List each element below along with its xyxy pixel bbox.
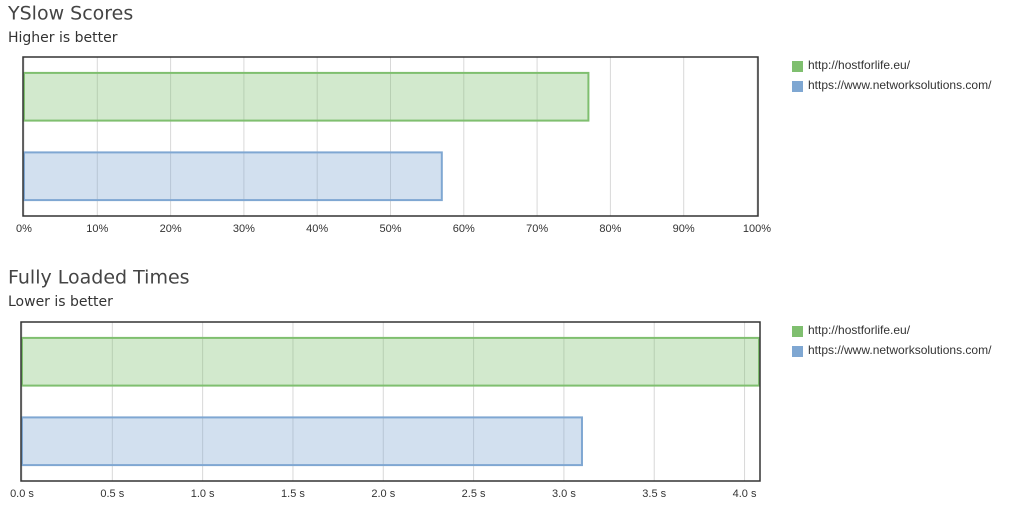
legend-label: https://www.networksolutions.com/ — [808, 78, 992, 92]
x-tick-label: 2.5 s — [462, 488, 486, 500]
x-tick-label: 3.0 s — [552, 488, 576, 500]
legend-label: http://hostforlife.eu/ — [808, 58, 911, 72]
legend-label: https://www.networksolutions.com/ — [808, 343, 992, 357]
x-tick-label: 80% — [599, 223, 621, 235]
chart-title: Fully Loaded Times — [8, 267, 190, 289]
legend-swatch — [792, 326, 803, 337]
x-tick-label: 40% — [306, 223, 328, 235]
x-tick-label: 0.5 s — [100, 488, 124, 500]
x-tick-label: 10% — [86, 223, 108, 235]
x-tick-label: 90% — [673, 223, 695, 235]
legend-swatch — [792, 61, 803, 72]
x-tick-label: 30% — [233, 223, 255, 235]
x-tick-label: 1.5 s — [281, 488, 305, 500]
legend-label: http://hostforlife.eu/ — [808, 323, 911, 337]
bar — [23, 71, 590, 122]
x-tick-label: 3.5 s — [642, 488, 666, 500]
bar — [21, 336, 760, 387]
legend-swatch — [792, 81, 803, 92]
plot-frame — [20, 321, 761, 482]
x-tick-label: 1.0 s — [191, 488, 215, 500]
x-tick-label: 60% — [453, 223, 475, 235]
x-tick-label: 20% — [160, 223, 182, 235]
x-tick-label: 2.0 s — [371, 488, 395, 500]
x-tick-label: 100% — [743, 223, 771, 235]
x-tick-label: 50% — [379, 223, 401, 235]
x-tick-label: 4.0 s — [733, 488, 757, 500]
x-tick-label: 70% — [526, 223, 548, 235]
chart-subtitle: Lower is better — [8, 294, 113, 310]
bar — [21, 416, 583, 467]
x-tick-label: 0.0 s — [10, 488, 34, 500]
x-tick-label: 0% — [16, 223, 32, 235]
plot-frame — [22, 56, 759, 217]
bar — [23, 151, 443, 202]
chart-subtitle: Higher is better — [8, 30, 118, 46]
legend-swatch — [792, 346, 803, 357]
chart-title: YSlow Scores — [7, 3, 133, 25]
